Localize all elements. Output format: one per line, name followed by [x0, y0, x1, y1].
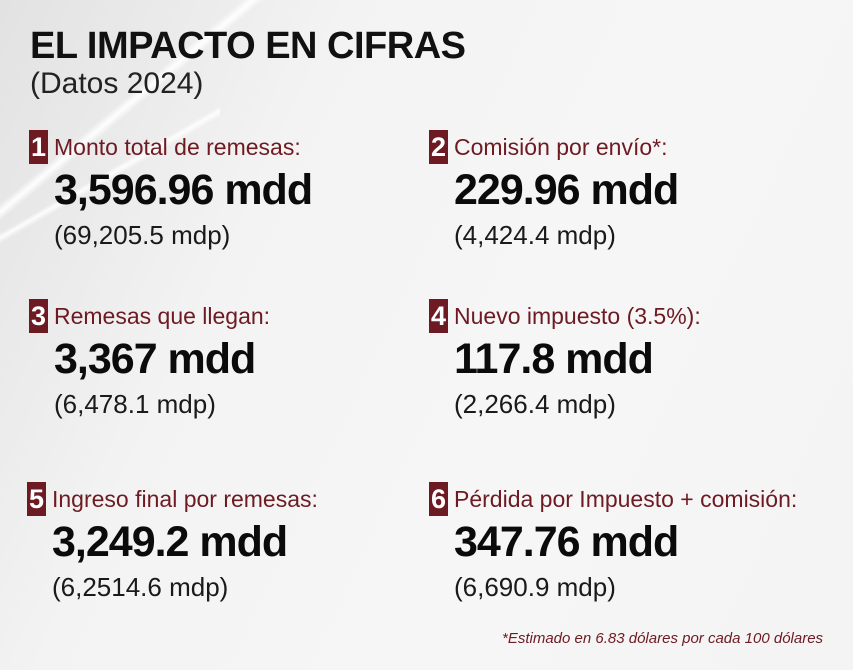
stat-number-badge: 1	[29, 130, 48, 164]
stat-label: Nuevo impuesto (3.5%):	[454, 297, 701, 335]
stat-item-5: 5 Ingreso final por remesas: 3,249.2 mdd…	[27, 480, 407, 630]
stat-label: Ingreso final por remesas:	[52, 480, 318, 518]
stat-item-4: 4 Nuevo impuesto (3.5%): 117.8 mdd (2,26…	[429, 297, 809, 447]
stat-subvalue: (6,690.9 mdp)	[454, 570, 616, 604]
stat-subvalue: (69,205.5 mdp)	[54, 218, 230, 252]
stat-item-2: 2 Comisión por envío*: 229.96 mdd (4,424…	[429, 128, 809, 278]
stat-subvalue: (2,266.4 mdp)	[454, 387, 616, 421]
stat-subvalue: (4,424.4 mdp)	[454, 218, 616, 252]
stat-label: Monto total de remesas:	[54, 128, 301, 166]
stat-label: Remesas que llegan:	[54, 297, 270, 335]
stat-item-1: 1 Monto total de remesas: 3,596.96 mdd (…	[29, 128, 409, 278]
stat-number-badge: 6	[429, 482, 448, 516]
stat-subvalue: (6,2514.6 mdp)	[52, 570, 228, 604]
stat-value: 3,249.2 mdd	[52, 516, 287, 568]
page-subtitle: (Datos 2024)	[30, 66, 203, 102]
footnote: *Estimado en 6.83 dólares por cada 100 d…	[502, 629, 823, 649]
stat-value: 229.96 mdd	[454, 164, 678, 216]
stat-label: Pérdida por Impuesto + comisión:	[454, 480, 797, 518]
stat-number-badge: 4	[429, 299, 448, 333]
stat-item-6: 6 Pérdida por Impuesto + comisión: 347.7…	[429, 480, 809, 630]
stat-number-badge: 5	[27, 482, 46, 516]
stat-number-badge: 3	[29, 299, 48, 333]
stat-value: 117.8 mdd	[454, 333, 653, 385]
stat-value: 3,596.96 mdd	[54, 164, 312, 216]
stat-label: Comisión por envío*:	[454, 128, 668, 166]
stat-number-badge: 2	[429, 130, 448, 164]
stat-subvalue: (6,478.1 mdp)	[54, 387, 216, 421]
stat-value: 347.76 mdd	[454, 516, 678, 568]
stat-value: 3,367 mdd	[54, 333, 255, 385]
stat-item-3: 3 Remesas que llegan: 3,367 mdd (6,478.1…	[29, 297, 409, 447]
page-title: EL IMPACTO EN CIFRAS	[30, 25, 465, 67]
